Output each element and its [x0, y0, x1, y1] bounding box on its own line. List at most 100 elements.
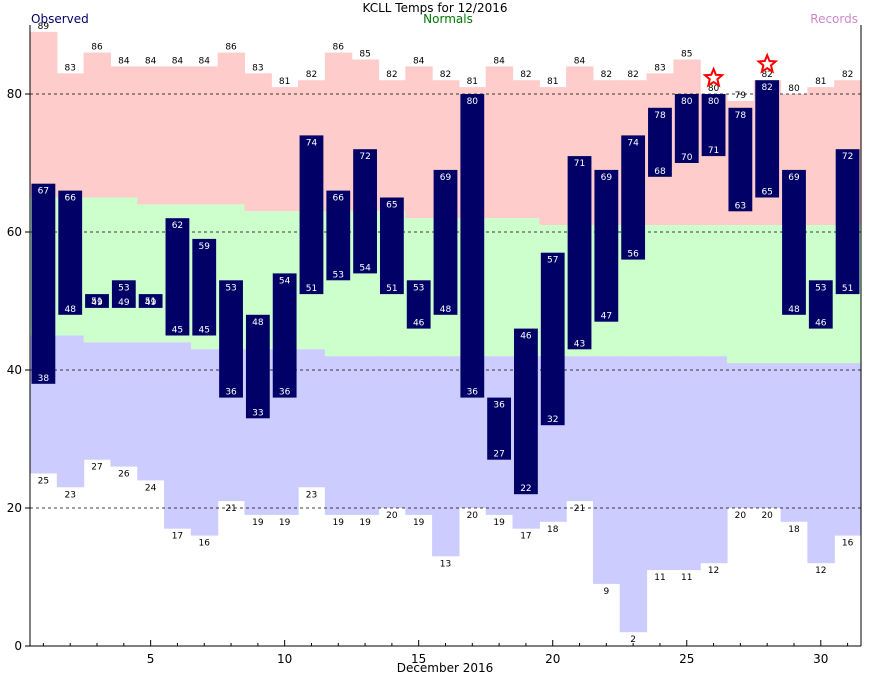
observed-low-label: 33 — [252, 408, 263, 418]
observed-high-label: 54 — [279, 276, 291, 286]
record-low-band — [700, 356, 728, 564]
record-star-icon — [702, 66, 725, 88]
record-low-label: 16 — [842, 539, 854, 549]
y-tick-label: 0 — [14, 639, 22, 653]
observed-low-label: 51 — [842, 284, 853, 294]
record-low-band — [646, 356, 674, 571]
record-low-label: 19 — [359, 518, 371, 528]
record-low-band — [324, 356, 353, 515]
normal-band — [646, 225, 674, 357]
observed-low-label: 46 — [815, 319, 827, 329]
observed-high-label: 78 — [654, 111, 666, 121]
observed-high-label: 51 — [145, 297, 156, 307]
observed-high-label: 72 — [842, 152, 853, 162]
observed-low-label: 65 — [761, 188, 772, 198]
record-low-band — [405, 356, 433, 515]
record-low-label: 19 — [493, 518, 505, 528]
record-low-label: 19 — [413, 518, 425, 528]
chart-title: KCLL Temps for 12/2016 — [363, 1, 508, 15]
observed-bar — [701, 94, 726, 157]
normal-band — [673, 225, 701, 357]
record-low-band — [137, 342, 165, 481]
observed-bar — [326, 190, 351, 281]
record-low-label: 11 — [681, 573, 692, 583]
record-high-band — [164, 66, 192, 205]
legend-normals: Normals — [423, 12, 473, 26]
observed-bar — [406, 280, 431, 329]
observed-high-label: 82 — [761, 83, 772, 93]
observed-low-label: 48 — [440, 305, 452, 315]
record-low-label: 13 — [440, 559, 451, 569]
record-high-band — [30, 31, 58, 198]
observed-high-label: 72 — [359, 152, 370, 162]
record-low-label: 19 — [252, 518, 264, 528]
record-low-label: 21 — [574, 504, 585, 514]
record-low-label: 19 — [279, 518, 291, 528]
record-low-band — [592, 356, 621, 584]
record-high-label: 82 — [842, 70, 853, 80]
observed-high-label: 48 — [252, 318, 264, 328]
record-high-label: 81 — [279, 77, 290, 87]
observed-bar — [138, 294, 163, 308]
record-low-label: 17 — [520, 532, 531, 542]
record-low-label: 19 — [333, 518, 345, 528]
observed-bar — [755, 80, 780, 198]
observed-low-label: 70 — [681, 153, 693, 163]
record-high-band — [271, 87, 299, 212]
record-high-label: 83 — [654, 63, 665, 73]
record-low-label: 24 — [145, 483, 157, 493]
observed-high-label: 78 — [735, 111, 747, 121]
record-high-band — [244, 73, 272, 212]
x-tick-label: 10 — [277, 652, 292, 666]
observed-bar — [540, 252, 565, 426]
observed-low-label: 51 — [386, 284, 397, 294]
record-low-band — [726, 363, 755, 508]
observed-high-label: 66 — [333, 194, 345, 204]
record-high-label: 83 — [64, 63, 75, 73]
observed-bar — [648, 107, 672, 177]
observed-high-label: 65 — [386, 201, 397, 211]
y-tick-label: 60 — [7, 225, 22, 239]
record-high-label: 85 — [681, 50, 692, 60]
observed-high-label: 67 — [38, 187, 49, 197]
normal-band — [110, 197, 138, 343]
observed-bar — [245, 314, 270, 419]
observed-bar — [111, 280, 136, 308]
record-high-band — [405, 66, 433, 219]
observed-bar — [567, 156, 592, 350]
record-low-label: 20 — [761, 511, 773, 521]
record-high-band — [485, 66, 514, 219]
y-tick-label: 20 — [7, 501, 22, 515]
observed-bar — [782, 169, 806, 315]
observed-low-label: 38 — [38, 374, 50, 384]
record-low-label: 27 — [91, 463, 102, 473]
record-high-label: 81 — [467, 77, 478, 87]
record-low-band — [619, 356, 648, 633]
record-high-label: 85 — [359, 50, 370, 60]
record-star-icon — [756, 52, 779, 74]
observed-low-label: 63 — [735, 201, 746, 211]
observed-bar — [85, 294, 109, 308]
observed-low-label: 36 — [225, 388, 237, 398]
record-low-band — [190, 349, 219, 536]
observed-high-label: 69 — [601, 173, 613, 183]
observed-high-label: 71 — [574, 159, 585, 169]
record-high-band — [807, 87, 835, 226]
record-low-label: 11 — [654, 573, 665, 583]
record-high-band — [378, 80, 406, 212]
record-high-label: 82 — [761, 70, 772, 80]
record-low-label: 26 — [118, 470, 130, 480]
observed-bar — [353, 149, 377, 274]
record-low-label: 9 — [603, 587, 609, 597]
record-high-label: 84 — [493, 56, 505, 66]
observed-high-label: 53 — [225, 283, 236, 293]
record-low-band — [566, 356, 594, 502]
x-tick-label: 25 — [679, 652, 694, 666]
normal-band — [726, 225, 755, 364]
observed-low-label: 56 — [627, 250, 639, 260]
record-low-band — [834, 363, 862, 536]
observed-bar — [192, 238, 217, 336]
x-tick-label: 30 — [813, 652, 828, 666]
record-high-label: 83 — [252, 63, 263, 73]
record-low-label: 25 — [38, 477, 49, 487]
